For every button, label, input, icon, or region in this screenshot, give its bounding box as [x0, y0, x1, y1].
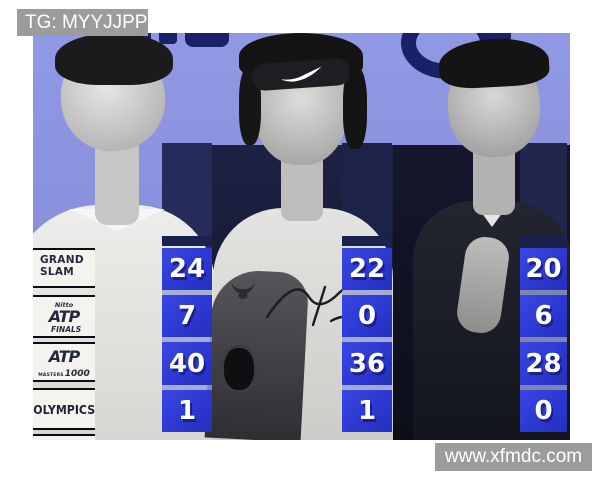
stat-value-grand-slam-left: 24 — [162, 248, 212, 290]
label-text: SLAM — [40, 265, 75, 278]
headband — [251, 57, 351, 92]
telegram-watermark: TG: MYYJJPP — [17, 9, 148, 36]
stat-value-olympics-center: 1 — [342, 390, 392, 432]
column-cap — [342, 236, 392, 246]
stat-column-left: 24 7 40 1 — [162, 236, 212, 440]
stat-value-atp-1000-left: 40 — [162, 342, 212, 385]
column-divider — [342, 337, 392, 342]
cropped-headline-art — [159, 33, 177, 44]
nitto-brand-text: Nitto — [54, 301, 74, 309]
stat-value-grand-slam-center: 22 — [342, 248, 392, 290]
stat-value-atp-finals-left: 7 — [162, 295, 212, 337]
column-divider — [520, 385, 567, 390]
stat-value-grand-slam-right: 20 — [520, 248, 567, 290]
stat-column-right: 20 6 28 0 — [520, 236, 567, 440]
label-box-cropped — [33, 434, 95, 440]
atp-logo-text: ATP — [48, 347, 81, 366]
column-divider — [342, 385, 392, 390]
column-divider — [520, 337, 567, 342]
column-cap — [520, 236, 567, 246]
website-watermark: www.xfmdc.com — [435, 443, 592, 471]
stat-value-olympics-left: 1 — [162, 390, 212, 432]
column-divider — [520, 290, 567, 295]
label-text: GRAND — [40, 254, 84, 266]
stat-value-atp-finals-center: 0 — [342, 295, 392, 337]
label-olympics: OLYMPICS — [33, 388, 95, 430]
stat-value-atp-1000-right: 28 — [520, 342, 567, 385]
nike-swoosh-icon — [281, 66, 322, 82]
label-atp-finals: Nitto ATP FINALS — [33, 295, 95, 338]
big-three-photo: GRAND SLAM Nitto ATP FINALS ATP MASTERS1… — [33, 33, 570, 440]
cropped-headline-art — [185, 33, 229, 47]
player-left-hair — [55, 33, 173, 85]
label-grand-slam: GRAND SLAM — [33, 248, 95, 288]
finals-text: FINALS — [51, 325, 82, 334]
column-divider — [342, 290, 392, 295]
thousand-text: 1000 — [64, 369, 90, 379]
masters-text: MASTERS — [38, 373, 64, 378]
bull-logo-icon — [230, 282, 256, 299]
column-divider — [162, 385, 212, 390]
label-atp-masters-1000: ATP MASTERS1000 — [33, 342, 95, 382]
stat-value-olympics-right: 0 — [520, 390, 567, 432]
column-divider — [162, 290, 212, 295]
stat-column-center: 22 0 36 1 — [342, 236, 392, 440]
stat-value-atp-1000-center: 36 — [342, 342, 392, 385]
watermark-text: TG: MYYJJPP — [25, 11, 148, 33]
watch — [221, 345, 257, 393]
label-text: OLYMPICS — [33, 401, 95, 417]
watermark-text: www.xfmdc.com — [444, 446, 583, 467]
column-divider — [162, 337, 212, 342]
column-cap — [162, 236, 212, 246]
atp-logo-text: ATP — [48, 307, 81, 326]
stat-value-atp-finals-right: 6 — [520, 295, 567, 337]
